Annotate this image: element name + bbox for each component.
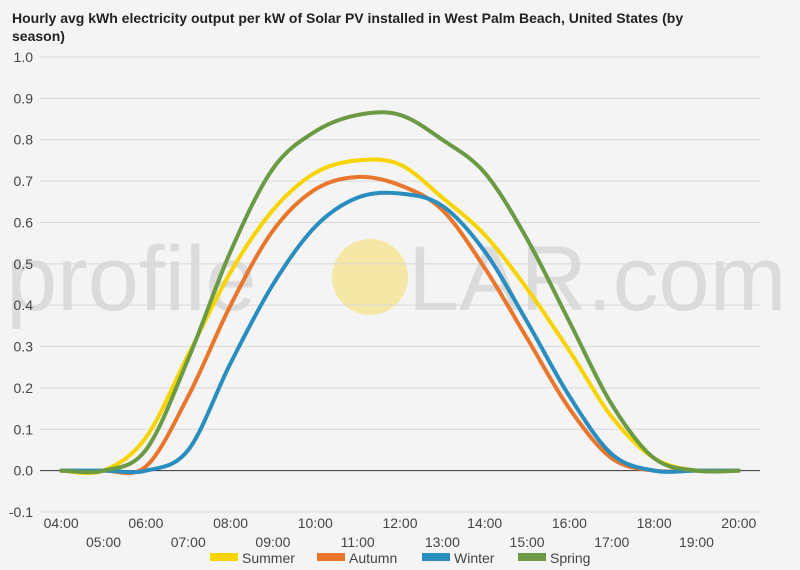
x-tick-label: 11:00 <box>341 534 375 550</box>
y-axis-ticks: -0.1 0.0 0.1 0.2 0.3 0.4 0.5 0.6 0.7 0.8 0.9 1.0 <box>9 49 33 520</box>
watermark-text-right: LAR.com <box>408 228 786 330</box>
y-tick-label: 1.0 <box>14 49 34 65</box>
x-tick-label: 04:00 <box>44 515 79 531</box>
x-tick-label: 08:00 <box>213 515 248 531</box>
x-tick-label: 20:00 <box>721 515 756 531</box>
series-line-spring <box>59 110 741 475</box>
y-tick-label: -0.1 <box>9 504 33 520</box>
series-line-winter <box>59 190 741 475</box>
x-tick-label: 12:00 <box>382 515 417 531</box>
y-tick-label: 0.6 <box>14 214 34 230</box>
x-tick-label: 18:00 <box>637 515 672 531</box>
y-tick-label: 0.7 <box>14 173 34 189</box>
legend-label-autumn: Autumn <box>349 550 397 566</box>
x-axis-ticks: 04:00 05:00 06:00 07:00 08:00 09:00 10:00 11:00… <box>44 515 757 550</box>
watermark: profile LAR.com <box>6 228 786 330</box>
chart-title: Hourly avg kWh electricity output per kW… <box>12 10 684 44</box>
legend-swatch-autumn <box>317 553 345 561</box>
legend: Summer Autumn Winter Spring <box>210 550 590 566</box>
x-tick-label: 14:00 <box>467 515 502 531</box>
y-tick-label: 0.4 <box>14 297 34 313</box>
x-tick-label: 05:00 <box>86 534 121 550</box>
x-tick-label: 17:00 <box>594 534 629 550</box>
watermark-sun <box>332 239 408 315</box>
watermark-text-left: profile <box>6 228 257 330</box>
y-tick-label: 0.1 <box>14 421 34 437</box>
x-tick-label: 13:00 <box>425 534 460 550</box>
x-tick-label: 15:00 <box>510 534 545 550</box>
x-tick-label: 10:00 <box>298 515 333 531</box>
legend-label-spring: Spring <box>550 550 590 566</box>
legend-label-winter: Winter <box>454 550 495 566</box>
x-tick-label: 16:00 <box>552 515 587 531</box>
x-tick-label: 19:00 <box>679 534 714 550</box>
legend-swatch-summer <box>210 553 238 561</box>
legend-label-summer: Summer <box>242 550 295 566</box>
series-line-autumn <box>59 174 741 476</box>
legend-swatch-spring <box>518 553 546 561</box>
y-tick-label: 0.3 <box>14 339 34 355</box>
grid <box>40 56 760 513</box>
y-tick-label: 0.0 <box>14 463 34 479</box>
series-lines <box>59 110 741 476</box>
x-tick-label: 07:00 <box>171 534 206 550</box>
y-tick-label: 0.5 <box>14 256 34 272</box>
legend-swatch-winter <box>422 553 450 561</box>
y-tick-label: 0.2 <box>14 380 34 396</box>
x-tick-label: 09:00 <box>255 534 290 550</box>
y-tick-label: 0.8 <box>14 132 34 148</box>
y-tick-label: 0.9 <box>14 90 34 106</box>
x-tick-label: 06:00 <box>128 515 163 531</box>
series-line-summer <box>59 157 741 476</box>
